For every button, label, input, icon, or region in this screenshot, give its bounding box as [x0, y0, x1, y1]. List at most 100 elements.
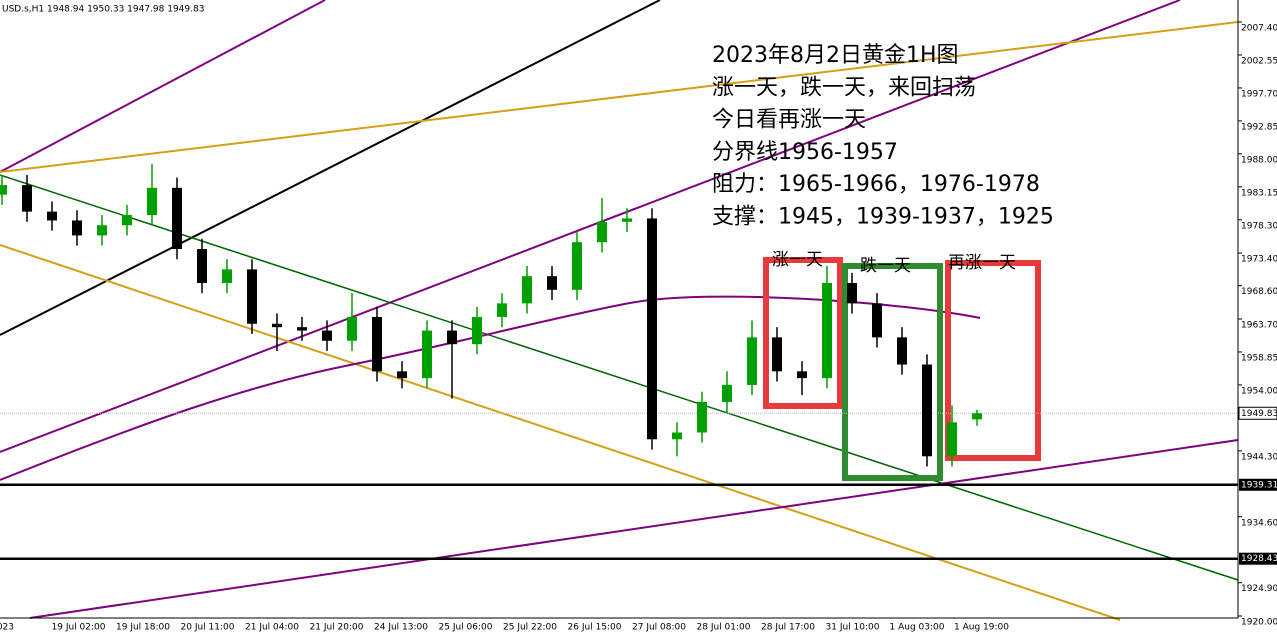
box-label: 涨一天 — [772, 250, 823, 270]
y-tick-label: 1958.85 — [1241, 353, 1277, 363]
trend-line — [0, 21, 1239, 173]
candle-body — [22, 185, 32, 212]
box-label: 再涨一天 — [948, 253, 1016, 273]
annotation: 分界线1956-1957 — [712, 140, 898, 165]
y-tick-label: 1992.85 — [1241, 122, 1277, 132]
candle-body — [0, 185, 7, 195]
y-tick-label: 1944.30 — [1241, 452, 1277, 462]
x-tick-label: 25 Jul 22:00 — [503, 623, 557, 633]
candle-body — [897, 337, 907, 365]
candle-body — [122, 215, 132, 226]
candle-body — [447, 330, 457, 345]
price-label: 1939.31 — [1241, 480, 1277, 490]
candle-body — [372, 316, 382, 372]
candle-body — [422, 330, 432, 379]
y-tick-label: 1988.00 — [1241, 155, 1277, 165]
candle-body — [597, 221, 607, 243]
x-tick-label: 24 Jul 13:00 — [374, 623, 428, 633]
header: USD.s,H1 1948.94 1950.33 1947.98 1949.83 — [2, 5, 204, 15]
x-tick-label: 19 Jul 18:00 — [116, 623, 170, 633]
candle-body — [297, 327, 307, 331]
x-tick-label: 31 Jul 10:00 — [826, 623, 880, 633]
annotation: 涨一天，跌一天，来回扫荡 — [712, 75, 976, 100]
x-tick-label: 25 Jul 06:00 — [439, 623, 493, 633]
y-tick-label: 1983.15 — [1241, 188, 1277, 198]
candle-body — [772, 337, 782, 372]
drawings — [0, 0, 1239, 621]
candle-body — [522, 276, 532, 304]
candle-body — [572, 242, 582, 290]
price-label-bg — [1239, 478, 1277, 491]
y-tick-label: 2007.40 — [1241, 24, 1277, 34]
highlight-box — [842, 263, 943, 481]
candle-body — [972, 413, 982, 420]
x-tick-label: 023 — [0, 623, 14, 633]
y-tick-label: 1954.00 — [1241, 386, 1277, 396]
candle-body — [697, 401, 707, 433]
candle-body — [222, 269, 232, 283]
candle-body — [47, 211, 57, 221]
candle-body — [147, 187, 157, 216]
candle-body — [822, 282, 832, 379]
candle-body — [622, 218, 632, 222]
x-tick-label: 21 Jul 20:00 — [310, 623, 364, 633]
candle-body — [172, 187, 182, 250]
y-tick-label: 1997.70 — [1241, 89, 1277, 99]
last-price-label: 1949.83 — [1241, 409, 1277, 419]
highlight-box — [945, 260, 1041, 461]
candle-body — [922, 364, 932, 457]
trend-line — [29, 439, 1239, 619]
candle-body — [847, 282, 857, 304]
x-tick-label: 27 Jul 08:00 — [632, 623, 686, 633]
candle-body — [197, 249, 207, 283]
candle-body — [322, 330, 332, 341]
candle-body — [672, 432, 682, 440]
x-tick-label: 1 Aug 19:00 — [954, 623, 1009, 633]
annotation: 2023年8月2日黄金1H图 — [712, 43, 959, 68]
moving-average — [0, 295, 981, 481]
candle-body — [747, 337, 757, 385]
price-label-bg — [1238, 406, 1277, 420]
candle-body — [347, 316, 357, 341]
y-tick-label: 1934.60 — [1241, 518, 1277, 528]
highlight-box — [763, 257, 843, 409]
x-tick-label: 28 Jul 17:00 — [761, 623, 815, 633]
candle-body — [72, 220, 82, 236]
x-tick-label: 20 Jul 11:00 — [181, 623, 235, 633]
y-tick-label: 1920.00 — [1241, 617, 1277, 627]
candle-body — [247, 269, 257, 324]
candle-body — [547, 276, 557, 290]
x-tick-label: 26 Jul 15:00 — [568, 623, 622, 633]
y-tick-label: 1924.90 — [1241, 584, 1277, 594]
candle-body — [472, 316, 482, 345]
candle-body — [397, 371, 407, 379]
box-label: 跌一天 — [860, 256, 911, 276]
y-tick-label: 2002.55 — [1241, 56, 1277, 66]
trend-line — [0, 174, 1239, 581]
annotation: 阻力：1965-1966，1976-1978 — [712, 172, 1040, 197]
y-tick-label: 1963.70 — [1241, 321, 1277, 331]
annotation: 支撑：1945，1939-1937，1925 — [712, 205, 1054, 230]
candle-body — [872, 303, 882, 338]
candle-body — [497, 303, 507, 317]
trend-line — [0, 0, 326, 173]
x-tick-label: 21 Jul 04:00 — [245, 623, 299, 633]
trend-line — [0, 0, 661, 336]
trend-line — [0, 0, 1181, 453]
candle-body — [722, 384, 732, 402]
candle-body — [272, 323, 282, 328]
x-tick-label: 19 Jul 02:00 — [52, 623, 106, 633]
x-tick-label: 1 Aug 03:00 — [890, 623, 945, 633]
annotation: 今日看再涨一天 — [712, 108, 866, 133]
y-tick-label: 1968.60 — [1241, 287, 1277, 297]
candle-body — [647, 218, 657, 440]
y-tick-label: 1978.30 — [1241, 221, 1277, 231]
candle-body — [797, 371, 807, 379]
x-tick-label: 28 Jul 01:00 — [697, 623, 751, 633]
y-tick-label: 1973.40 — [1241, 255, 1277, 265]
candle-body — [947, 422, 957, 457]
price-label: 1928.43 — [1241, 554, 1277, 564]
candle-body — [97, 225, 107, 236]
